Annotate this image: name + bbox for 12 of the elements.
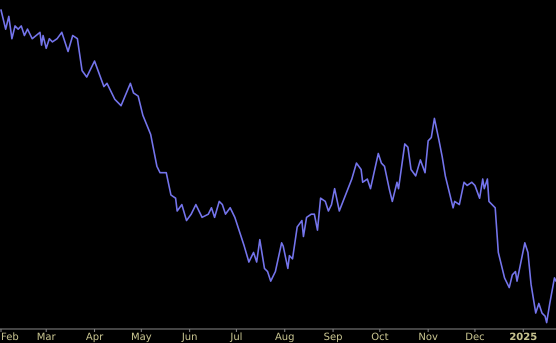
x-tick-label: Jul — [229, 332, 242, 343]
x-tick-label: Feb — [1, 332, 19, 343]
x-tick-label: Sep — [324, 332, 342, 343]
x-tick-label: Dec — [465, 332, 485, 343]
x-tick-label: Aug — [274, 332, 294, 343]
x-tick-label: May — [130, 332, 152, 343]
x-tick-label: Oct — [371, 332, 389, 343]
x-tick-label: Nov — [418, 332, 438, 343]
x-tick-label: Apr — [86, 332, 104, 343]
x-tick-label: Jun — [180, 332, 198, 343]
x-tick-label: Mar — [36, 332, 57, 343]
x-tick-label: 2025 — [509, 332, 538, 343]
